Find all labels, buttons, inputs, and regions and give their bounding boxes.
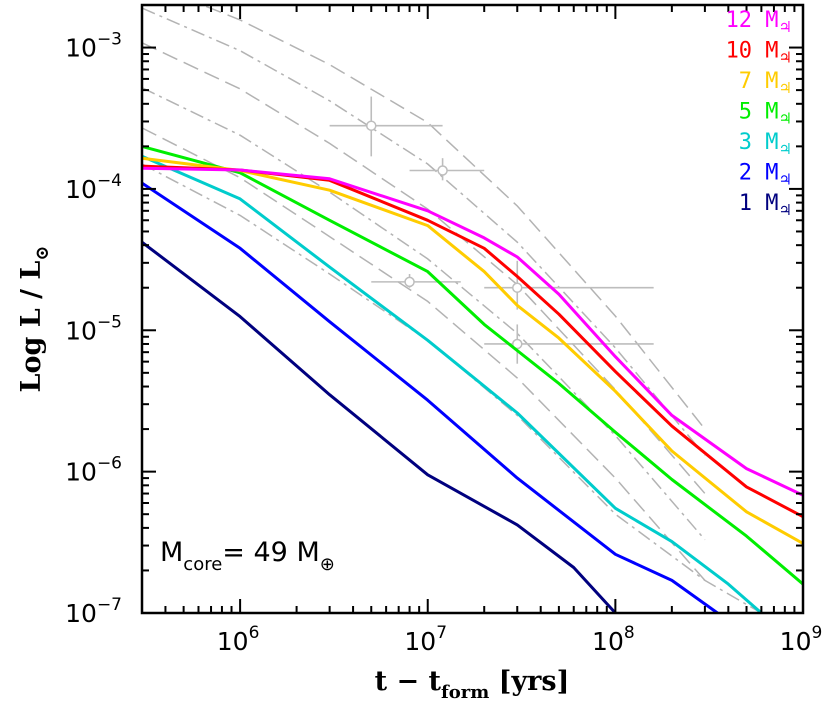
mass-annotation: Mcore= 49 M⊕ [160,537,335,575]
data-point [409,158,485,181]
data-point [484,260,654,310]
series-line [142,166,803,497]
x-tick-label: 109 [780,623,823,656]
x-tick-label: 108 [592,623,635,656]
y-tick-label: 10−4 [65,171,122,204]
data-marker [437,165,448,176]
y-tick-label: 10−7 [65,595,122,628]
axis-tick-labels: 106 107 108 109 10−3 10−4 10−5 10−6 10−7 [65,30,822,656]
data-marker [512,282,523,293]
series-line [142,156,803,545]
legend-item: 12 M♃ [726,8,792,36]
series-line [142,241,617,613]
legend-item: 5 M♃ [739,100,792,128]
series-line [142,144,803,586]
observed-points [329,96,654,364]
x-tick-label: 107 [404,623,447,656]
legend-item: 1 M♃ [739,191,792,219]
series-line [142,154,763,613]
data-point [329,96,443,157]
reference-curve [142,7,706,456]
data-point [484,324,654,364]
y-tick-label: 10−3 [65,30,122,63]
x-axis-label: t − tform [yrs] [375,666,570,703]
y-tick-label: 10−5 [65,312,122,345]
reference-curve [200,5,706,430]
reference-curve [142,42,706,494]
legend-item: 3 M♃ [739,130,792,158]
reference-curve [142,163,762,613]
data-marker [366,120,377,131]
legend-item: 2 M♃ [739,161,792,189]
reference-curves [142,5,762,613]
data-point [371,274,461,288]
series-line [142,164,803,519]
reference-curve [142,127,706,581]
legend: 12 M♃ 10 M♃7 M♃ 5 M♃3 M♃ 2 M♃1 M♃ [726,8,792,219]
y-tick-label: 10−6 [65,454,122,487]
y-axis-label: Log L / L⊙ [16,246,53,393]
legend-item: 10 M♃ [726,39,792,67]
axis-ticks [141,4,804,614]
x-tick-label: 106 [217,623,260,656]
data-marker [512,338,523,350]
plot-frame [140,3,805,615]
data-marker [404,276,415,288]
series-line [142,181,719,613]
reference-curve [142,87,706,541]
legend-item: 7 M♃ [739,69,792,97]
model-curves [142,144,803,613]
